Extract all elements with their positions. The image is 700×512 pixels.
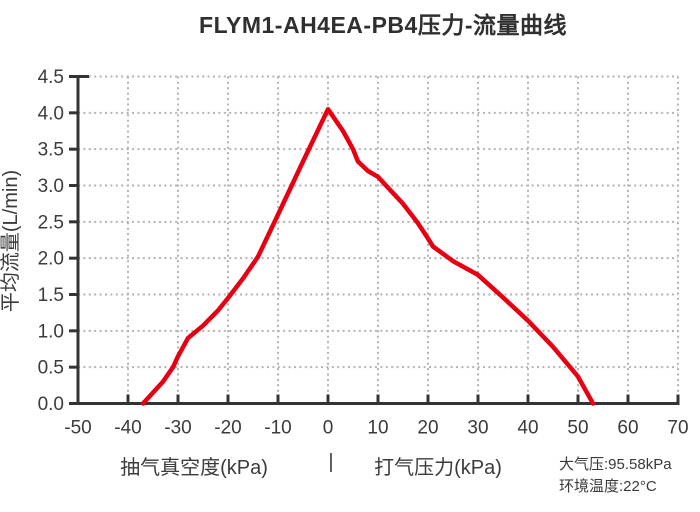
y-tick-label: 3.5	[38, 140, 64, 161]
y-tick-label: 0.5	[38, 358, 64, 379]
x-tick-label: -10	[264, 418, 291, 439]
y-axis-label: 平均流量(L/min)	[0, 170, 22, 312]
chart-title: FLYM1-AH4EA-PB4压力-流量曲线	[199, 12, 567, 38]
x-tick-label: 50	[567, 418, 588, 439]
atmospheric-pressure-note: 大气压:95.58kPa	[559, 456, 672, 473]
y-tick-label: 4.0	[38, 103, 64, 124]
y-tick-label: 2.0	[38, 249, 64, 270]
grid-layer	[78, 75, 679, 404]
x-tick-label: 10	[367, 418, 388, 439]
x-tick-label: -30	[164, 418, 191, 439]
x-tick-label: -50	[64, 418, 91, 439]
data-curve	[140, 106, 596, 406]
x-axis-label-pressure: 打气压力(kPa)	[374, 457, 502, 479]
x-tick-label: -40	[114, 418, 141, 439]
y-tick-label: 1.0	[38, 321, 64, 342]
y-tick-label: 1.5	[38, 285, 64, 306]
x-tick-label: -20	[214, 418, 241, 439]
x-tick-label: 20	[417, 418, 438, 439]
x-tick-label: 30	[467, 418, 488, 439]
x-tick-label: 40	[517, 418, 538, 439]
environment-notes: 大气压:95.58kPa 环境温度:22°C	[559, 454, 672, 498]
x-tick-label: 60	[617, 418, 638, 439]
axes-layer: 0.0 0.5 1.0 1.5 2.0 2.5 3.0 3.5 4.0 4.5 -50 -40 -30 -…	[38, 67, 689, 439]
x-axis-separator-icon: |	[328, 451, 334, 473]
ambient-temperature-note: 环境温度:22°C	[559, 478, 657, 495]
y-tick-label: 2.5	[38, 212, 64, 233]
x-tick-label: 70	[667, 418, 688, 439]
curve-layer	[140, 106, 596, 406]
x-axis-label-vacuum: 抽气真空度(kPa)	[120, 457, 268, 479]
y-tick-label: 3.0	[38, 176, 64, 197]
y-tick-label: 4.5	[38, 67, 64, 88]
x-tick-label: 0	[323, 418, 334, 439]
y-tick-label: 0.0	[38, 394, 64, 415]
